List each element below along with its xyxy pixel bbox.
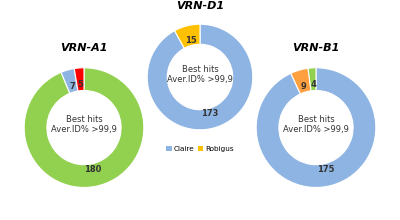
Wedge shape	[308, 68, 316, 91]
Text: 180: 180	[84, 165, 101, 174]
Legend: Claire, Robigus: Claire, Robigus	[163, 143, 237, 155]
Wedge shape	[147, 24, 253, 130]
Wedge shape	[175, 24, 200, 48]
Wedge shape	[61, 69, 78, 93]
Title: VRN-A1: VRN-A1	[60, 43, 108, 53]
Text: 5: 5	[78, 80, 84, 89]
Title: VRN-D1: VRN-D1	[176, 1, 224, 11]
Text: 4: 4	[310, 80, 316, 89]
Wedge shape	[24, 68, 144, 187]
Text: 15: 15	[185, 36, 196, 45]
Wedge shape	[74, 68, 84, 91]
Text: 173: 173	[201, 109, 218, 118]
Wedge shape	[256, 68, 376, 187]
Text: Best hits
Aver.ID% >99,9: Best hits Aver.ID% >99,9	[283, 115, 349, 134]
Text: 175: 175	[316, 165, 334, 174]
Title: VRN-B1: VRN-B1	[292, 43, 340, 53]
Text: 7: 7	[69, 82, 75, 91]
Legend: Weebill, Robigus/Claire*, Triple Dirk D, Robigus/Claire*, LongReach Lancer, Weeb: Weebill, Robigus/Claire*, Triple Dirk D,…	[22, 202, 378, 216]
Text: Best hits
Aver.ID% >99,9: Best hits Aver.ID% >99,9	[167, 65, 233, 84]
Text: Best hits
Aver.ID% >99,9: Best hits Aver.ID% >99,9	[51, 115, 117, 134]
Wedge shape	[291, 68, 311, 94]
Text: 9: 9	[301, 82, 307, 91]
